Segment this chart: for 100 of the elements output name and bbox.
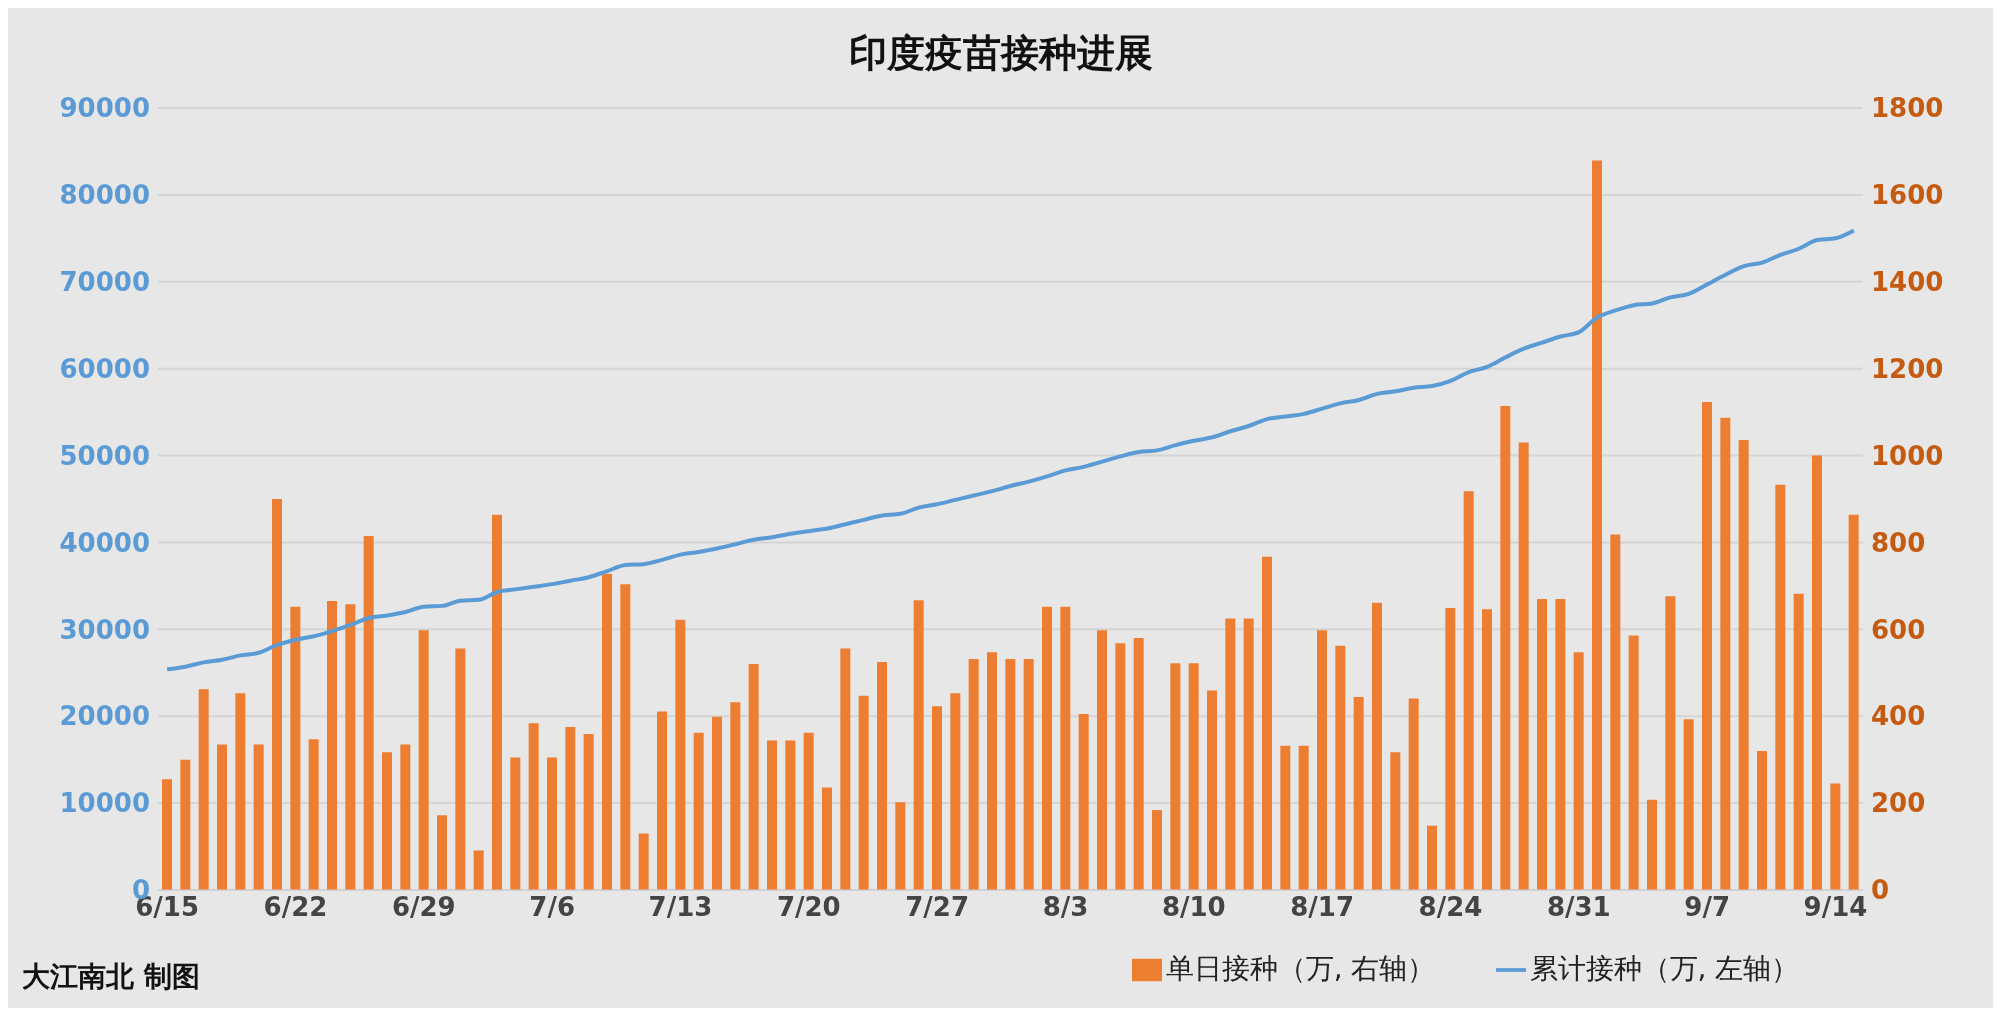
bar [620, 584, 631, 890]
bar [1555, 598, 1566, 890]
bar [382, 752, 392, 890]
bar [528, 723, 539, 890]
bar [1518, 442, 1529, 890]
bar [1005, 658, 1016, 890]
chart-title: 印度疫苗接种进展 [847, 30, 1154, 77]
bar [987, 652, 997, 890]
bar [675, 619, 686, 890]
text: 大江南北 制图 [22, 959, 200, 995]
y-tick-label: 80000 [59, 180, 150, 211]
line-series [165, 228, 1856, 672]
y2-tick-label: 1200 [1871, 353, 1944, 384]
x-tick-label: 8/17 [1290, 892, 1355, 923]
bar [1775, 484, 1786, 890]
bar [822, 787, 832, 890]
bar [1683, 719, 1694, 890]
bar [1628, 635, 1639, 890]
y-tick-label: 20000 [59, 701, 150, 732]
x-tick-label: 8/24 [1418, 892, 1483, 923]
bar [455, 648, 466, 890]
y2-tick-label: 400 [1871, 701, 1926, 732]
bar [1152, 810, 1162, 890]
bar [198, 689, 209, 890]
bar [840, 648, 851, 890]
x-tick-label: 8/31 [1546, 892, 1611, 923]
bar [400, 744, 411, 890]
bar [547, 757, 557, 890]
y-tick-label: 30000 [59, 614, 150, 645]
bar [583, 734, 594, 890]
x-tick-label: 9/14 [1803, 892, 1868, 923]
bar [913, 600, 924, 890]
bar [1078, 714, 1089, 890]
bar [1720, 417, 1731, 890]
x-tick-label: 8/3 [1042, 892, 1089, 923]
x-tick-label: 7/13 [648, 892, 713, 923]
bar [602, 573, 612, 890]
bar [1115, 643, 1126, 890]
bar [565, 727, 576, 890]
bar [858, 695, 869, 890]
y2-tick-label: 1800 [1871, 93, 1944, 124]
y-tick-label: 60000 [59, 353, 150, 384]
bar [1372, 602, 1382, 890]
y2-tick-label: 1000 [1871, 440, 1944, 471]
bar [1060, 606, 1071, 890]
x-tick-label: 6/22 [263, 892, 328, 923]
x-tick-label: 6/29 [391, 892, 456, 923]
bar [1335, 645, 1346, 890]
bar [1353, 697, 1364, 890]
x-tick-label: 9/7 [1684, 892, 1731, 923]
x-tick-label: 7/6 [529, 892, 576, 923]
bar [1188, 663, 1199, 890]
bar [308, 739, 319, 890]
bar [693, 732, 704, 890]
bar [1207, 690, 1217, 890]
y2-tick-label: 800 [1871, 527, 1926, 558]
bar [1390, 752, 1401, 890]
y-tick-label: 50000 [59, 440, 150, 471]
bar [1427, 825, 1437, 890]
bar [1500, 406, 1511, 890]
bar [1610, 534, 1621, 890]
bar [437, 815, 447, 890]
y-tick-label: 90000 [59, 93, 150, 124]
bar [473, 850, 484, 890]
bar [1665, 596, 1676, 890]
bar [1537, 598, 1547, 890]
bar [327, 601, 337, 890]
bar [1573, 652, 1584, 890]
bar [1225, 618, 1236, 890]
y2-tick-label: 600 [1871, 614, 1926, 645]
bar [363, 535, 374, 890]
bar [290, 606, 301, 890]
bar [1042, 606, 1052, 890]
bar [638, 833, 649, 890]
y2-tick-label: 1600 [1871, 180, 1944, 211]
bar [1170, 663, 1181, 890]
bar [932, 706, 942, 890]
y2-tick-label: 1400 [1871, 267, 1944, 298]
bar [418, 630, 429, 890]
bar [767, 740, 777, 890]
bar [1757, 750, 1767, 890]
bar [1408, 698, 1419, 890]
bar [1133, 638, 1144, 890]
y2-tick-label: 0 [1871, 875, 1890, 906]
bar [1445, 608, 1456, 890]
bar [748, 664, 759, 890]
y-tick-label: 70000 [59, 267, 150, 298]
bar [1647, 799, 1657, 890]
bar [895, 802, 906, 890]
bar [510, 757, 521, 890]
bar [253, 744, 264, 890]
bar [968, 658, 979, 890]
bar [162, 779, 172, 890]
bar [1830, 783, 1841, 890]
bar [1482, 609, 1492, 890]
bar [785, 740, 796, 890]
bar [1317, 630, 1327, 890]
x-tick-label: 7/20 [776, 892, 841, 923]
y-tick-label: 10000 [59, 788, 150, 819]
bar [1812, 455, 1822, 890]
